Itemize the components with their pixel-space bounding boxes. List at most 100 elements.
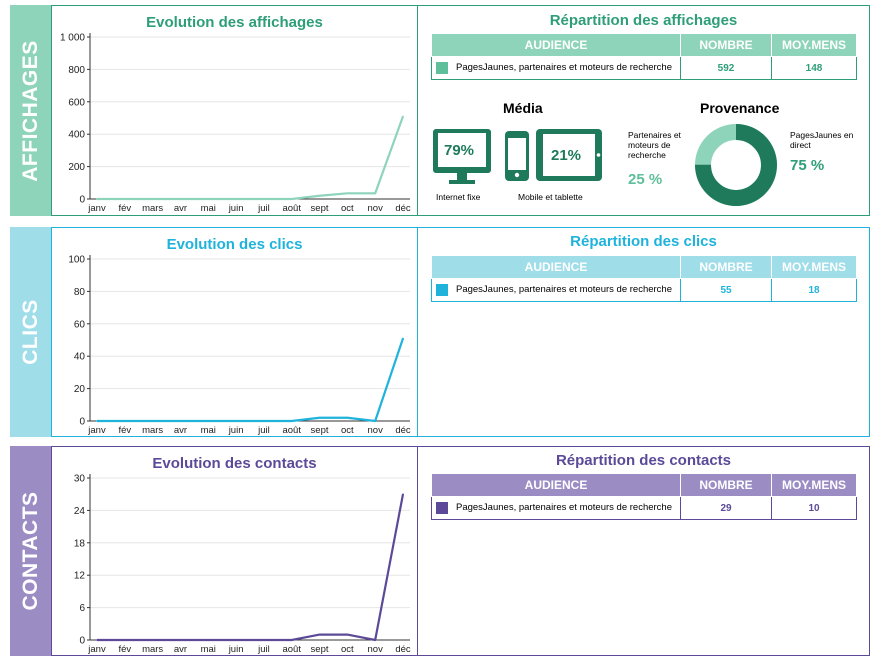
audience-cell: PagesJaunes, partenaires et moteurs de r…	[431, 496, 681, 520]
table-header-row: AUDIENCE NOMBRE MOY.MENS	[431, 33, 857, 57]
x-tick-label: oct	[341, 203, 354, 214]
clics-chart-panel: Evolution des clics 0 20 40 60 80 100 janv fév m…	[51, 227, 418, 437]
internet-label: Internet fixe	[436, 192, 481, 202]
internet-percentage: 79%	[444, 142, 475, 159]
x-tick-label: mai	[201, 425, 216, 436]
x-tick-label: août	[282, 644, 301, 655]
data-point	[235, 420, 237, 422]
affichages-side-label: AFFICHAGES	[18, 39, 42, 182]
data-point	[290, 420, 293, 422]
x-tick-label: nov	[368, 644, 384, 655]
clics-side-label: CLICS	[18, 299, 42, 365]
x-tick-label: juin	[228, 644, 244, 655]
x-tick-label: mars	[142, 425, 163, 436]
data-point	[290, 639, 293, 641]
affichages-repartition-panel: Répartition des affichages AUDIENCE NOMB…	[417, 5, 870, 216]
clics-repartition-panel: Répartition des clics AUDIENCE NOMBRE MO…	[417, 227, 870, 437]
y-tick-label: 20	[74, 384, 86, 395]
x-tick-label: mai	[201, 203, 216, 214]
audience-cell: PagesJaunes, partenaires et moteurs de r…	[431, 56, 681, 80]
table-row: PagesJaunes, partenaires et moteurs de r…	[431, 56, 857, 80]
y-tick-label: 6	[79, 603, 85, 614]
partners-percentage: 25 %	[628, 171, 663, 188]
legend-swatch	[436, 502, 448, 514]
provenance-title: Provenance	[700, 100, 780, 116]
affichages-side-band: AFFICHAGES	[10, 5, 51, 216]
y-tick-label: 12	[74, 571, 86, 582]
data-point	[318, 194, 321, 197]
data-point	[346, 192, 349, 195]
data-point	[207, 420, 210, 422]
x-tick-label: nov	[368, 203, 384, 214]
x-tick-label: déc	[395, 203, 411, 214]
clics-side-band: CLICS	[10, 227, 51, 437]
data-point	[207, 639, 210, 641]
header-moy: MOY.MENS	[771, 33, 857, 57]
contacts-section: CONTACTS Evolution des contacts 0 6 12 18 24…	[10, 446, 870, 656]
x-tick-label: fév	[118, 644, 131, 655]
y-tick-label: 60	[74, 319, 86, 330]
x-tick-label: janv	[87, 425, 106, 436]
contacts-side-label: CONTACTS	[18, 491, 42, 611]
affichages-section: AFFICHAGES Evolution des affichages 0 200…	[10, 5, 870, 216]
data-point	[207, 198, 210, 200]
y-tick-label: 100	[68, 255, 85, 266]
clics-audience-table: AUDIENCE NOMBRE MOY.MENS PagesJaunes, pa…	[431, 255, 857, 302]
x-tick-label: août	[282, 203, 301, 214]
pagesjaunes-percentage: 75 %	[790, 157, 825, 174]
y-tick-label: 1 000	[60, 33, 85, 44]
mobile-percentage: 21%	[551, 147, 582, 164]
y-tick-label: 0	[79, 636, 85, 647]
x-tick-label: août	[282, 425, 301, 436]
y-tick-label: 0	[79, 195, 85, 206]
contacts-chart-title: Evolution des contacts	[152, 455, 317, 472]
data-point	[346, 633, 349, 636]
data-point	[402, 493, 404, 495]
header-nombre: NOMBRE	[680, 473, 772, 497]
x-tick-label: sept	[311, 425, 329, 436]
contacts-repartition-title: Répartition des contacts	[555, 452, 732, 469]
moy-cell: 10	[771, 496, 857, 520]
data-point	[124, 420, 126, 422]
data-point	[318, 633, 321, 636]
header-audience: AUDIENCE	[431, 33, 681, 57]
monitor-icon	[433, 129, 491, 184]
data-point	[151, 198, 154, 200]
audience-cell: PagesJaunes, partenaires et moteurs de r…	[431, 278, 681, 302]
x-tick-label: juin	[228, 203, 244, 214]
pagesjaunes-label: PagesJaunes en direct	[790, 130, 854, 150]
y-tick-label: 24	[74, 506, 86, 517]
data-point	[124, 198, 126, 200]
series-line	[97, 116, 405, 201]
data-point	[151, 639, 154, 641]
table-row: PagesJaunes, partenaires et moteurs de r…	[431, 496, 857, 520]
header-moy: MOY.MENS	[771, 255, 857, 279]
y-tick-label: 0	[79, 417, 85, 428]
legend-swatch	[436, 284, 448, 296]
affichages-chart-panel: Evolution des affichages 0 200 400 600 800 1 …	[51, 5, 418, 216]
data-point	[96, 420, 98, 422]
table-header-row: AUDIENCE NOMBRE MOY.MENS	[431, 473, 857, 497]
y-tick-label: 600	[68, 97, 85, 108]
x-tick-label: janv	[87, 644, 106, 655]
x-tick-label: oct	[341, 644, 354, 655]
data-point	[374, 192, 376, 195]
series-line	[97, 338, 405, 423]
y-tick-label: 80	[74, 287, 86, 298]
series-line	[97, 493, 405, 642]
x-tick-label: fév	[118, 425, 131, 436]
data-point	[374, 639, 376, 641]
x-tick-label: fév	[118, 203, 131, 214]
header-audience: AUDIENCE	[431, 255, 681, 279]
audience-label: PagesJaunes, partenaires et moteurs de r…	[456, 62, 672, 73]
header-nombre: NOMBRE	[680, 33, 772, 57]
data-point	[402, 115, 404, 118]
header-nombre: NOMBRE	[680, 255, 772, 279]
affichages-audience-table: AUDIENCE NOMBRE MOY.MENS PagesJaunes, pa…	[431, 33, 857, 80]
x-tick-label: déc	[395, 644, 411, 655]
nombre-cell: 55	[680, 278, 772, 302]
x-tick-label: sept	[311, 203, 329, 214]
clics-chart-title: Evolution des clics	[166, 236, 303, 253]
x-tick-label: juin	[228, 425, 244, 436]
y-tick-label: 30	[74, 474, 86, 485]
